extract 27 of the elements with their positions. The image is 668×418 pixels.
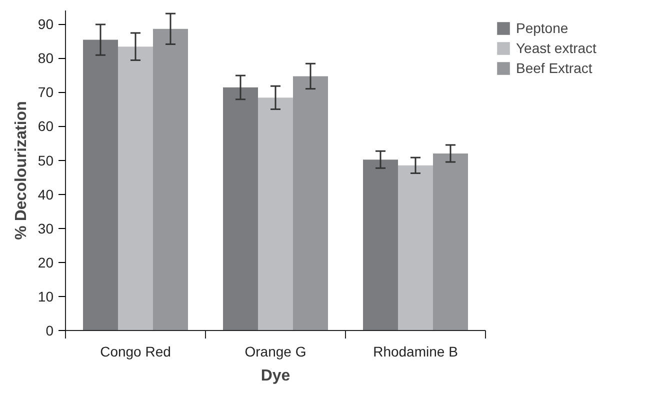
bar bbox=[433, 153, 468, 330]
y-tick-label: 0 bbox=[46, 322, 54, 338]
bar bbox=[223, 87, 258, 330]
y-tick-label: 70 bbox=[38, 84, 54, 100]
y-tick-label: 30 bbox=[38, 220, 54, 236]
legend-label: Beef Extract bbox=[516, 60, 592, 76]
y-tick-label: 20 bbox=[38, 254, 54, 270]
bar bbox=[258, 98, 293, 330]
legend-label: Yeast extract bbox=[516, 40, 596, 56]
bar bbox=[83, 40, 118, 330]
bar bbox=[363, 160, 398, 330]
y-tick-label: 10 bbox=[38, 288, 54, 304]
bar bbox=[398, 165, 433, 330]
y-axis-title: % Decolourization bbox=[12, 101, 30, 240]
bar bbox=[293, 76, 328, 330]
y-tick-label: 50 bbox=[38, 152, 54, 168]
x-axis-title: Dye bbox=[260, 368, 290, 384]
x-tick-label: Orange G bbox=[244, 344, 306, 360]
x-tick-label: Rhodamine B bbox=[373, 344, 458, 360]
bar bbox=[118, 46, 153, 330]
legend-label: Peptone bbox=[516, 20, 568, 36]
y-tick-label: 80 bbox=[38, 50, 54, 66]
y-tick-label: 40 bbox=[38, 186, 54, 202]
y-tick-label: 90 bbox=[38, 16, 54, 32]
x-tick-label: Congo Red bbox=[100, 344, 171, 360]
y-tick-label: 60 bbox=[38, 118, 54, 134]
bar bbox=[153, 28, 188, 330]
